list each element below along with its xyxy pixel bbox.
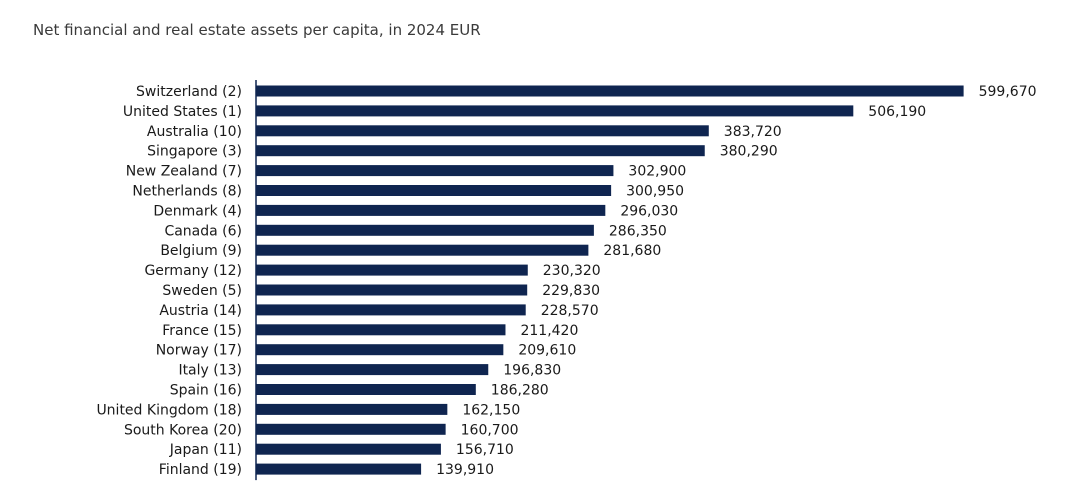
bar-row: Germany (12) 230,320 [144,263,600,279]
bar [256,463,422,475]
bar-row: Australia (10) 383,720 [147,124,782,140]
bar-row: South Korea (20) 160,700 [124,422,519,438]
bar-row: Switzerland (2) 599,670 [136,84,1036,100]
category-label: South Korea (20) [124,422,242,438]
bar [256,324,506,336]
bar [256,403,448,415]
bar [256,185,612,196]
category-label: Netherlands (8) [132,184,242,200]
bar-row: Italy (13) 196,830 [178,363,561,379]
value-label: 286,350 [609,223,667,239]
chart-subtitle: Net financial and real estate assets per… [33,21,481,39]
bar-row: Sweden (5) 229,830 [162,283,600,299]
category-label: Belgium (9) [160,243,242,259]
category-label: Japan (11) [169,442,242,458]
bar-row: Belgium (9) 281,680 [160,243,661,259]
bar [256,165,614,177]
value-label: 383,720 [724,124,782,140]
bar-row: France (15) 211,420 [162,323,578,339]
bar [256,145,705,157]
bar [256,105,854,117]
category-label: Singapore (3) [147,144,242,160]
category-label: United Kingdom (18) [96,402,242,418]
bar-row: Denmark (4) 296,030 [153,203,678,219]
bar-row: United States (1) 506,190 [123,104,926,120]
value-label: 186,280 [491,383,549,399]
value-label: 160,700 [461,422,519,438]
bar [256,244,589,256]
value-label: 300,950 [626,184,684,200]
value-label: 296,030 [620,203,678,219]
bar [256,364,489,376]
category-label: France (15) [162,323,242,339]
category-label: Italy (13) [178,363,242,379]
category-label: Finland (19) [159,462,242,478]
value-label: 302,900 [628,164,686,180]
bar [256,344,504,356]
bar-row: Norway (17) 209,610 [156,343,577,359]
value-label: 139,910 [436,462,494,478]
bar [256,125,709,137]
value-label: 196,830 [503,363,561,379]
bar [256,224,594,236]
bar [256,304,526,316]
value-label: 230,320 [543,263,601,279]
value-label: 599,670 [979,84,1037,100]
bar-row: Singapore (3) 380,290 [147,144,778,160]
bar-row: Spain (16) 186,280 [170,383,549,399]
bar [256,384,476,395]
value-label: 211,420 [520,323,578,339]
bar-row: Finland (19) 139,910 [159,462,494,478]
value-label: 281,680 [603,243,661,259]
category-label: New Zealand (7) [126,164,242,180]
value-label: 229,830 [542,283,600,299]
bar [256,264,528,276]
bar-row: Canada (6) 286,350 [164,223,666,239]
value-label: 380,290 [720,144,778,160]
bar-row: Netherlands (8) 300,950 [132,184,684,200]
bar-row: Japan (11) 156,710 [169,442,514,458]
value-label: 209,610 [518,343,576,359]
bar-row: New Zealand (7) 302,900 [126,164,687,180]
category-label: Austria (14) [159,303,242,319]
bar [256,204,606,216]
value-label: 162,150 [462,402,520,418]
bar [256,443,441,455]
value-label: 156,710 [456,442,514,458]
category-label: Sweden (5) [162,283,242,299]
bar-row: United Kingdom (18) 162,150 [96,402,520,418]
bar [256,423,446,435]
category-label: Spain (16) [170,383,242,399]
category-label: Switzerland (2) [136,84,242,100]
category-label: Norway (17) [156,343,242,359]
value-label: 506,190 [868,104,926,120]
bar [256,85,964,97]
bar [256,284,528,296]
category-label: Denmark (4) [153,203,242,219]
value-label: 228,570 [541,303,599,319]
category-label: Australia (10) [147,124,242,140]
bar-row: Austria (14) 228,570 [159,303,598,319]
category-label: Germany (12) [144,263,242,279]
bars-group: Switzerland (2) 599,670 United States (1) 5… [96,84,1036,478]
category-label: Canada (6) [164,223,242,239]
category-label: United States (1) [123,104,242,120]
